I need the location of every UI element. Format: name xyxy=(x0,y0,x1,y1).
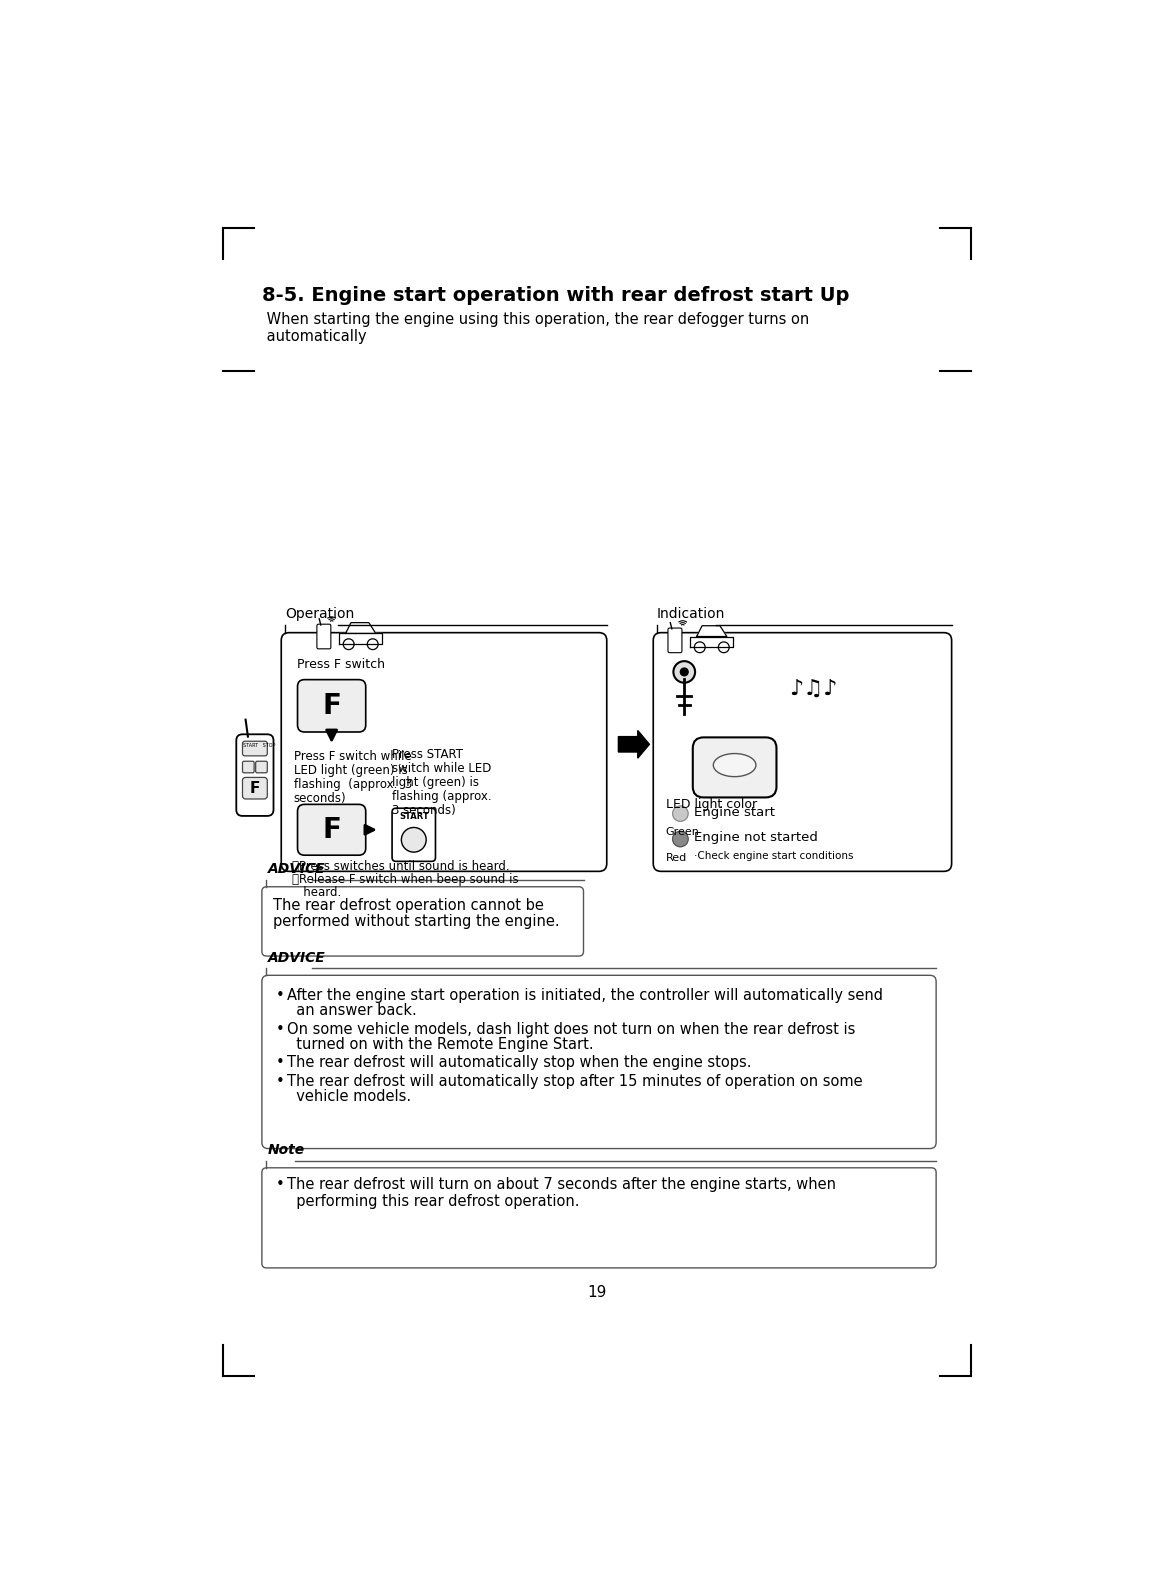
Text: light (green) is: light (green) is xyxy=(393,775,479,788)
Text: ADVICE: ADVICE xyxy=(268,950,326,965)
Text: Operation: Operation xyxy=(285,607,354,621)
Text: Press START: Press START xyxy=(393,748,463,761)
Text: 3 seconds): 3 seconds) xyxy=(393,804,456,817)
Polygon shape xyxy=(691,637,733,647)
Text: switch while LED: switch while LED xyxy=(393,763,492,775)
Circle shape xyxy=(402,828,426,852)
Text: heard.: heard. xyxy=(292,887,341,899)
Text: vehicle models.: vehicle models. xyxy=(287,1090,411,1104)
FancyBboxPatch shape xyxy=(297,804,366,855)
Circle shape xyxy=(367,639,379,650)
Circle shape xyxy=(694,642,705,653)
Text: •: • xyxy=(276,1074,284,1088)
Polygon shape xyxy=(339,634,382,644)
Text: Press F switch: Press F switch xyxy=(297,658,384,671)
Text: START: START xyxy=(398,812,429,822)
Text: LED light color: LED light color xyxy=(665,798,757,812)
Text: F: F xyxy=(249,780,260,796)
Text: 8-5. Engine start operation with rear defrost start Up: 8-5. Engine start operation with rear de… xyxy=(262,286,849,305)
FancyBboxPatch shape xyxy=(317,624,331,648)
Text: When starting the engine using this operation, the rear defogger turns on: When starting the engine using this oper… xyxy=(262,311,810,327)
Circle shape xyxy=(680,667,689,675)
Text: ADVICE: ADVICE xyxy=(268,861,326,876)
FancyBboxPatch shape xyxy=(242,777,267,799)
Text: •: • xyxy=(276,1055,284,1071)
Polygon shape xyxy=(346,623,376,634)
Text: flashing (approx.: flashing (approx. xyxy=(393,790,492,802)
Text: Press F switch while: Press F switch while xyxy=(294,750,411,763)
Text: performed without starting the engine.: performed without starting the engine. xyxy=(273,915,559,930)
Text: •: • xyxy=(276,1022,284,1036)
Text: an answer back.: an answer back. xyxy=(287,1003,416,1019)
Text: On some vehicle models, dash light does not turn on when the rear defrost is: On some vehicle models, dash light does … xyxy=(287,1022,855,1036)
FancyBboxPatch shape xyxy=(693,737,777,798)
Polygon shape xyxy=(697,626,727,637)
Text: LED light (green) is: LED light (green) is xyxy=(294,764,408,777)
Circle shape xyxy=(344,639,354,650)
Text: Indication: Indication xyxy=(657,607,726,621)
Text: The rear defrost will automatically stop after 15 minutes of operation on some: The rear defrost will automatically stop… xyxy=(287,1074,862,1088)
Text: ・Release F switch when beep sound is: ・Release F switch when beep sound is xyxy=(292,872,518,887)
Text: START   STOP: START STOP xyxy=(243,744,276,748)
Text: Note: Note xyxy=(268,1142,305,1157)
Text: The rear defrost will turn on about 7 seconds after the engine starts, when: The rear defrost will turn on about 7 se… xyxy=(287,1177,835,1192)
Text: •: • xyxy=(276,988,284,1003)
Text: ・Press switches until sound is heard.: ・Press switches until sound is heard. xyxy=(292,860,510,872)
Circle shape xyxy=(673,661,696,683)
Circle shape xyxy=(719,642,729,653)
FancyBboxPatch shape xyxy=(668,628,682,653)
Text: turned on with the Remote Engine Start.: turned on with the Remote Engine Start. xyxy=(287,1038,593,1052)
Text: 19: 19 xyxy=(587,1286,606,1300)
Text: automatically: automatically xyxy=(262,329,367,343)
Text: ·Check engine start conditions: ·Check engine start conditions xyxy=(694,852,854,861)
Text: F: F xyxy=(323,815,341,844)
Circle shape xyxy=(672,831,689,847)
Polygon shape xyxy=(619,731,649,758)
Text: Green: Green xyxy=(665,828,699,837)
Text: F: F xyxy=(323,691,341,720)
FancyBboxPatch shape xyxy=(255,761,267,772)
Circle shape xyxy=(672,806,689,822)
Text: flashing  (approx.  3: flashing (approx. 3 xyxy=(294,779,412,791)
Text: •: • xyxy=(276,1177,284,1192)
Text: Red: Red xyxy=(665,853,687,863)
Text: The rear defrost operation cannot be: The rear defrost operation cannot be xyxy=(273,898,544,912)
FancyBboxPatch shape xyxy=(297,680,366,733)
Ellipse shape xyxy=(713,753,756,777)
Text: performing this rear defrost operation.: performing this rear defrost operation. xyxy=(287,1193,579,1209)
FancyBboxPatch shape xyxy=(393,809,436,861)
FancyBboxPatch shape xyxy=(242,761,254,772)
Text: Engine not started: Engine not started xyxy=(694,831,818,844)
Text: ♪♫♪: ♪♫♪ xyxy=(789,679,838,699)
Text: The rear defrost will automatically stop when the engine stops.: The rear defrost will automatically stop… xyxy=(287,1055,751,1071)
Text: seconds): seconds) xyxy=(294,791,346,806)
Text: Engine start: Engine start xyxy=(694,806,776,818)
FancyBboxPatch shape xyxy=(236,734,274,815)
Text: After the engine start operation is initiated, the controller will automatically: After the engine start operation is init… xyxy=(287,988,883,1003)
FancyBboxPatch shape xyxy=(242,740,267,756)
